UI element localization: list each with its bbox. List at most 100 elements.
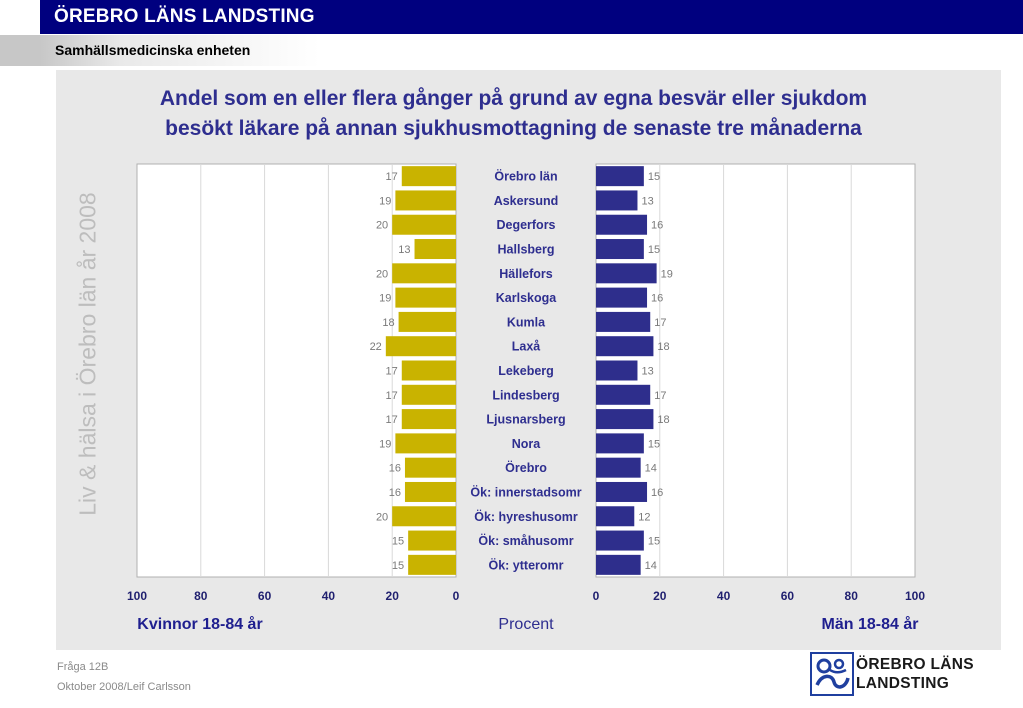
bar-men — [596, 263, 657, 284]
data-label-men: 13 — [641, 195, 653, 207]
data-label-women: 19 — [379, 293, 391, 305]
x-tick-label-left: 0 — [453, 589, 460, 603]
data-label-women: 19 — [379, 195, 391, 207]
subheader-bar: Samhällsmedicinska enheten — [0, 35, 1023, 66]
bar-men — [596, 190, 638, 211]
chart-title-line-1: Andel som en eller flera gånger på grund… — [159, 87, 868, 110]
data-label-men: 15 — [648, 171, 660, 183]
data-label-women: 20 — [376, 220, 388, 232]
data-label-men: 17 — [654, 317, 666, 329]
bar-women — [408, 554, 456, 575]
footer-question: Fråga 12B — [57, 661, 109, 673]
x-axis-label: Procent — [498, 616, 554, 633]
category-label: Kumla — [507, 315, 546, 329]
x-tick-label-left: 40 — [322, 589, 336, 603]
category-label: Örebro — [505, 460, 547, 475]
data-label-men: 13 — [641, 366, 653, 378]
bar-women — [414, 239, 456, 260]
bar-men — [596, 409, 654, 430]
bar-women — [398, 311, 456, 332]
bar-women — [392, 506, 456, 527]
data-label-men: 14 — [645, 560, 657, 572]
bar-women — [401, 360, 456, 381]
data-label-women: 15 — [392, 560, 404, 572]
subheader-title: Samhällsmedicinska enheten — [55, 42, 251, 58]
category-label: Ök: innerstadsomr — [470, 484, 581, 499]
x-tick-label-left: 20 — [386, 589, 400, 603]
landsting-logo-icon — [810, 652, 854, 696]
data-label-men: 15 — [648, 244, 660, 256]
category-label: Hällefors — [499, 267, 553, 281]
footer-date-author: Oktober 2008/Leif Carlsson — [57, 681, 191, 693]
bar-women — [385, 336, 456, 357]
data-label-men: 18 — [657, 341, 669, 353]
data-label-men: 16 — [651, 293, 663, 305]
logo-text-line-2: LANDSTING — [856, 675, 950, 692]
data-label-men: 19 — [661, 268, 673, 280]
data-label-men: 15 — [648, 438, 660, 450]
x-tick-label-right: 0 — [593, 589, 600, 603]
category-label: Karlskoga — [496, 291, 557, 305]
data-label-men: 17 — [654, 390, 666, 402]
x-tick-label-right: 100 — [905, 589, 925, 603]
data-label-men: 16 — [651, 220, 663, 232]
bar-men — [596, 530, 644, 551]
x-tick-label-right: 20 — [653, 589, 667, 603]
bar-women — [395, 190, 456, 211]
bar-women — [392, 214, 456, 235]
data-label-women: 17 — [386, 366, 398, 378]
bar-women — [408, 530, 456, 551]
bar-women — [401, 166, 456, 187]
chart-title: Andel som en eller flera gånger på grund… — [56, 84, 971, 144]
data-label-women: 17 — [386, 414, 398, 426]
data-label-women: 18 — [382, 317, 394, 329]
bar-men — [596, 554, 641, 575]
bar-men — [596, 166, 644, 187]
data-label-women: 13 — [398, 244, 410, 256]
data-label-men: 14 — [645, 463, 657, 475]
bar-men — [596, 457, 641, 478]
category-label: Örebro län — [494, 169, 557, 184]
data-label-women: 20 — [376, 511, 388, 523]
bar-men — [596, 506, 635, 527]
x-tick-label-left: 80 — [194, 589, 208, 603]
data-label-men: 15 — [648, 536, 660, 548]
category-label: Ök: småhusomr — [478, 533, 573, 548]
bar-men — [596, 311, 651, 332]
bar-women — [401, 409, 456, 430]
data-label-women: 19 — [379, 438, 391, 450]
data-label-men: 18 — [657, 414, 669, 426]
data-label-women: 16 — [389, 463, 401, 475]
bar-women — [392, 263, 456, 284]
bar-men — [596, 336, 654, 357]
x-tick-label-right: 40 — [717, 589, 731, 603]
data-label-men: 16 — [651, 487, 663, 499]
category-label: Lekeberg — [498, 364, 554, 378]
x-tick-label-right: 60 — [781, 589, 795, 603]
bar-women — [401, 384, 456, 405]
category-label: Ök: hyreshusomr — [474, 509, 578, 524]
bar-men — [596, 214, 648, 235]
bar-women — [395, 433, 456, 454]
data-label-women: 16 — [389, 487, 401, 499]
category-label: Ök: ytteromr — [488, 557, 563, 572]
data-label-men: 12 — [638, 511, 650, 523]
right-plot-area — [595, 163, 916, 578]
x-tick-label-right: 80 — [845, 589, 859, 603]
bar-men — [596, 239, 644, 260]
data-label-women: 17 — [386, 390, 398, 402]
bar-men — [596, 433, 644, 454]
bar-women — [404, 481, 456, 502]
bar-women — [404, 457, 456, 478]
category-label: Nora — [512, 437, 542, 451]
category-label: Hallsberg — [498, 243, 555, 257]
x-tick-label-left: 100 — [127, 589, 147, 603]
bar-men — [596, 287, 648, 308]
bar-men — [596, 481, 648, 502]
chart-title-line-2: besökt läkare på annan sjukhusmottagning… — [165, 117, 862, 140]
bar-women — [395, 287, 456, 308]
category-label: Ljusnarsberg — [486, 413, 565, 427]
category-label: Askersund — [494, 194, 559, 208]
legend-women: Kvinnor 18-84 år — [137, 615, 262, 633]
